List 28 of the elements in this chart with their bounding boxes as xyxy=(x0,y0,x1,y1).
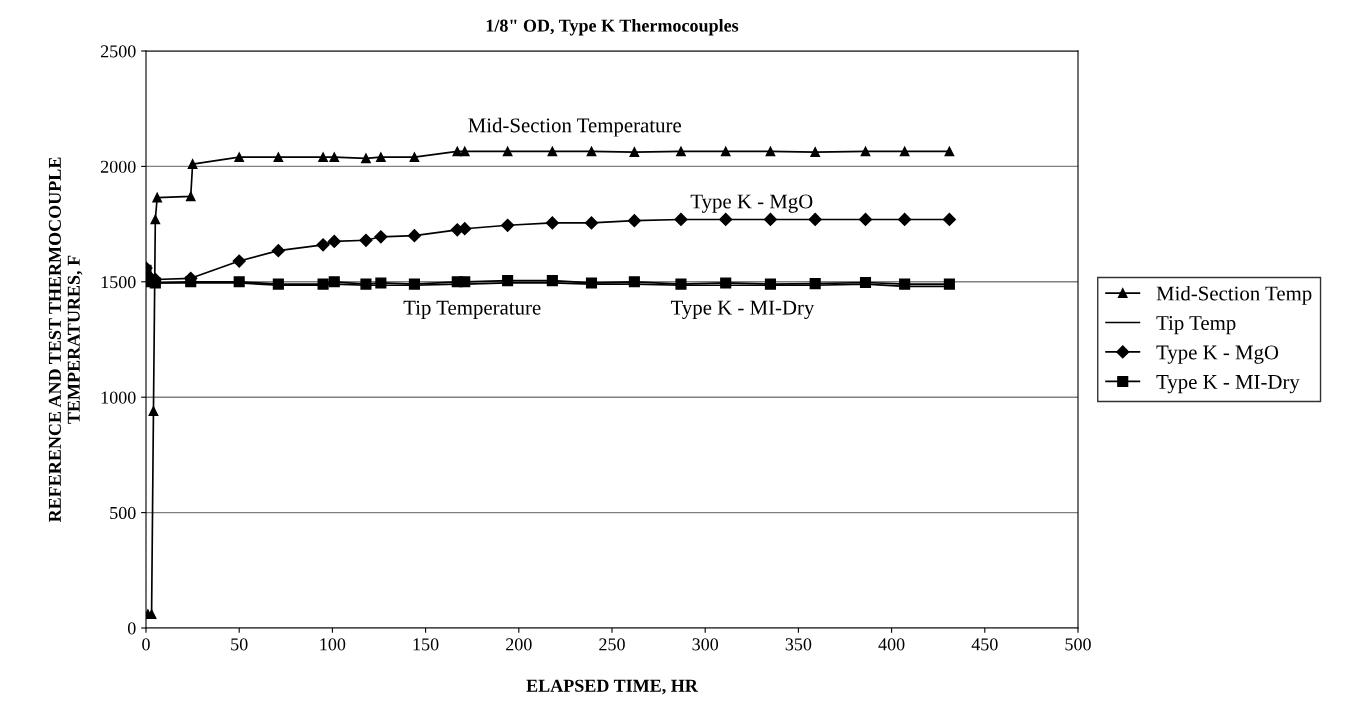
y-tick-label: 500 xyxy=(110,506,136,520)
x-tick-label: 300 xyxy=(692,638,719,651)
legend-label: Tip Temp xyxy=(1156,316,1236,335)
legend-label: Type K - MgO xyxy=(1156,345,1279,364)
y-tick-label: 2500 xyxy=(100,45,136,58)
x-tick-label: 100 xyxy=(320,638,346,651)
x-axis-title: ELAPSED TIME, HR xyxy=(526,679,699,695)
x-tick-label: 350 xyxy=(785,638,812,651)
x-tick-label: 50 xyxy=(231,638,248,651)
chart-title: 1/8" OD, Type K Thermocouples xyxy=(486,19,739,36)
annotation: Tip Temperature xyxy=(403,300,541,319)
y-tick-label: 2000 xyxy=(100,160,136,173)
x-tick-label: 250 xyxy=(599,638,625,651)
y-tick-label: 0 xyxy=(127,622,136,635)
annotation: Type K - MI-Dry xyxy=(670,300,815,319)
x-tick-label: 500 xyxy=(1065,638,1091,651)
annotation: Type K - MgO xyxy=(690,194,813,213)
x-tick-label: 150 xyxy=(413,638,439,651)
y-axis-title: REFERENCE AND TEST THERMOCOUPLE TEMPERATURES, F xyxy=(48,157,83,523)
x-tick-label: 200 xyxy=(506,638,532,651)
annotation: Mid-Section Temperature xyxy=(468,117,681,137)
x-tick-label: 400 xyxy=(878,638,905,651)
y-tick-label: 1500 xyxy=(101,276,136,289)
x-tick-label: 0 xyxy=(142,638,150,651)
legend-label: Mid-Section Temp xyxy=(1156,285,1312,305)
x-tick-label: 450 xyxy=(971,638,998,651)
legend-label: Type K - MI-Dry xyxy=(1156,375,1300,394)
y-tick-label: 1000 xyxy=(101,391,136,404)
